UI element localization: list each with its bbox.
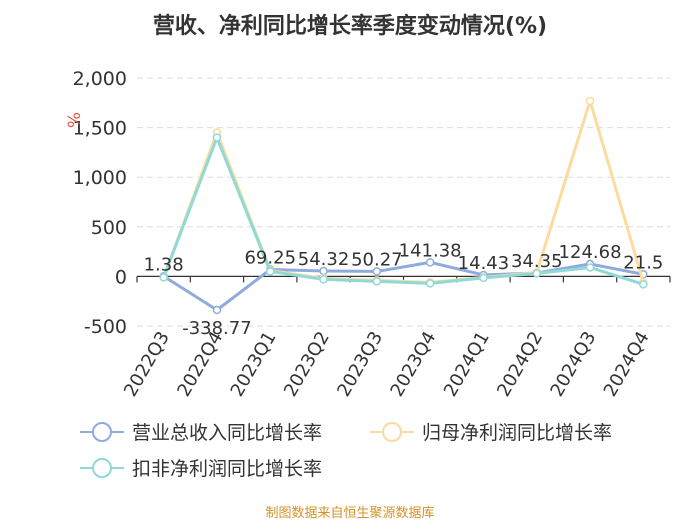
legend-label: 归母净利润同比增长率 <box>422 422 613 444</box>
source-note: 制图数据来自恒生聚源数据库 <box>265 506 435 521</box>
data-point <box>319 275 328 284</box>
legend-swatch-icon <box>80 421 124 442</box>
y-tick-label: 2,000 <box>73 68 127 90</box>
legend-item[interactable]: 归母净利润同比增长率 <box>370 418 612 445</box>
data-label: 1.38 <box>144 254 184 275</box>
data-label: 34.35 <box>511 251 563 272</box>
x-tick-label: 2024Q1 <box>440 328 494 400</box>
series-line <box>162 260 644 312</box>
series-line <box>162 136 644 286</box>
data-label: 54.32 <box>298 249 350 270</box>
legend-swatch-icon <box>370 421 414 442</box>
data-point <box>585 263 595 272</box>
legend-label: 扣非净利润同比增长率 <box>132 458 323 480</box>
data-point <box>425 258 435 267</box>
x-tick-label: 2023Q3 <box>333 328 387 400</box>
data-point <box>425 279 435 288</box>
x-tick-label: 2024Q2 <box>493 328 547 400</box>
chart-title: 营收、净利同比增长率季度变动情况(%) <box>152 14 548 39</box>
data-point <box>212 305 222 315</box>
data-point <box>212 133 222 142</box>
y-tick-label: 1,500 <box>73 118 127 140</box>
y-tick-label: -500 <box>84 316 127 338</box>
y-axis-label: % <box>65 112 85 128</box>
data-point <box>266 267 275 276</box>
data-point <box>159 273 168 282</box>
x-tick-label: 2024Q4 <box>600 328 654 400</box>
x-tick-label: 2023Q2 <box>280 328 334 400</box>
data-point <box>639 280 648 289</box>
x-tick-label: 2024Q3 <box>546 328 600 400</box>
data-label: 141.38 <box>399 240 462 261</box>
legend-label: 营业总收入同比增长率 <box>132 422 323 444</box>
data-label: 69.25 <box>244 248 296 269</box>
y-tick-label: 1,000 <box>73 167 127 189</box>
data-point <box>479 273 488 283</box>
y-tick-label: 500 <box>91 217 127 239</box>
data-label: 124.68 <box>559 242 622 263</box>
data-label: -338.77 <box>182 318 251 339</box>
data-label: 14.43 <box>458 253 510 274</box>
y-tick-label: 0 <box>115 266 127 288</box>
legend-item[interactable]: 扣非净利润同比增长率 <box>80 454 322 481</box>
x-tick-label: 2023Q4 <box>387 328 441 400</box>
legend-swatch-icon <box>80 457 124 478</box>
data-label: 21.5 <box>623 252 663 273</box>
data-point <box>585 96 595 106</box>
data-point <box>372 277 382 286</box>
data-point <box>372 267 382 276</box>
legend-item[interactable]: 营业总收入同比增长率 <box>80 418 322 445</box>
x-tick-label: 2022Q3 <box>120 328 174 400</box>
data-point <box>532 269 541 278</box>
data-label: 50.27 <box>351 249 403 270</box>
